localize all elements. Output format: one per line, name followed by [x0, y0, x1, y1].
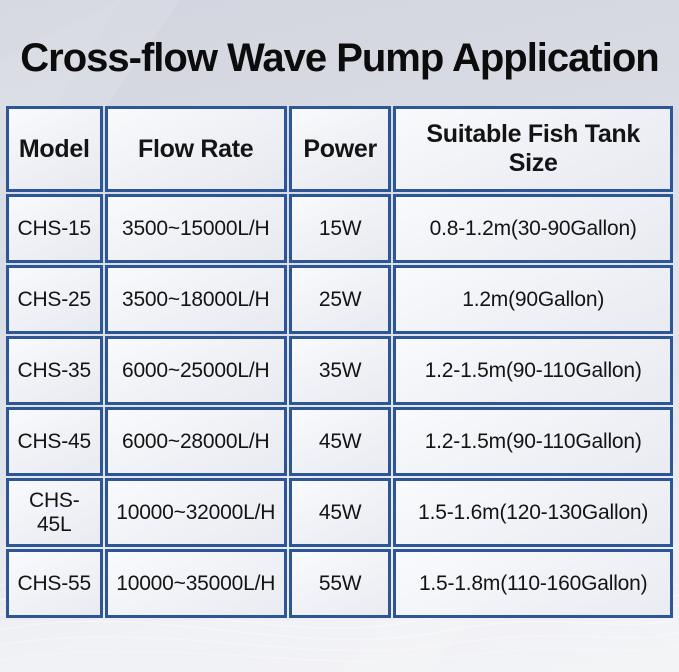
cell-tank-size: 1.2-1.5m(90-110Gallon)	[393, 407, 673, 476]
cell-power: 15W	[288, 194, 392, 263]
cell-model: CHS-35	[6, 336, 103, 405]
cell-power: 35W	[288, 336, 392, 405]
cell-model: CHS-55	[6, 549, 103, 618]
column-header-tank-size: Suitable Fish Tank Size	[393, 106, 673, 192]
column-header-power: Power	[288, 106, 392, 192]
cell-tank-size: 0.8-1.2m(30-90Gallon)	[393, 194, 673, 263]
cell-tank-size: 1.5-1.8m(110-160Gallon)	[393, 549, 673, 618]
column-header-flow-rate: Flow Rate	[104, 106, 287, 192]
table-row: CHS-25 3500~18000L/H 25W 1.2m(90Gallon)	[6, 265, 673, 334]
cell-power: 55W	[288, 549, 392, 618]
table-row: CHS-55 10000~35000L/H 55W 1.5-1.8m(110-1…	[6, 549, 673, 618]
table-row: CHS-45 6000~28000L/H 45W 1.2-1.5m(90-110…	[6, 407, 673, 476]
cell-model: CHS-15	[6, 194, 103, 263]
cell-flow-rate: 3500~15000L/H	[104, 194, 287, 263]
spec-table: Model Flow Rate Power Suitable Fish Tank…	[4, 104, 675, 620]
cell-power: 45W	[288, 407, 392, 476]
cell-tank-size: 1.2m(90Gallon)	[393, 265, 673, 334]
cell-power: 25W	[288, 265, 392, 334]
page-title: Cross-flow Wave Pump Application	[20, 36, 659, 80]
page-root: Cross-flow Wave Pump Application Model F…	[4, 36, 675, 620]
cell-flow-rate: 10000~35000L/H	[104, 549, 287, 618]
cell-flow-rate: 6000~25000L/H	[104, 336, 287, 405]
cell-model: CHS-25	[6, 265, 103, 334]
cell-power: 45W	[288, 478, 392, 547]
cell-flow-rate: 10000~32000L/H	[104, 478, 287, 547]
cell-model: CHS-45	[6, 407, 103, 476]
table-row: CHS-45L 10000~32000L/H 45W 1.5-1.6m(120-…	[6, 478, 673, 547]
cell-tank-size: 1.5-1.6m(120-130Gallon)	[393, 478, 673, 547]
cell-model: CHS-45L	[6, 478, 103, 547]
table-row: CHS-15 3500~15000L/H 15W 0.8-1.2m(30-90G…	[6, 194, 673, 263]
header-row: Model Flow Rate Power Suitable Fish Tank…	[6, 106, 673, 192]
table-row: CHS-35 6000~25000L/H 35W 1.2-1.5m(90-110…	[6, 336, 673, 405]
cell-flow-rate: 6000~28000L/H	[104, 407, 287, 476]
cell-flow-rate: 3500~18000L/H	[104, 265, 287, 334]
cell-tank-size: 1.2-1.5m(90-110Gallon)	[393, 336, 673, 405]
column-header-model: Model	[6, 106, 103, 192]
